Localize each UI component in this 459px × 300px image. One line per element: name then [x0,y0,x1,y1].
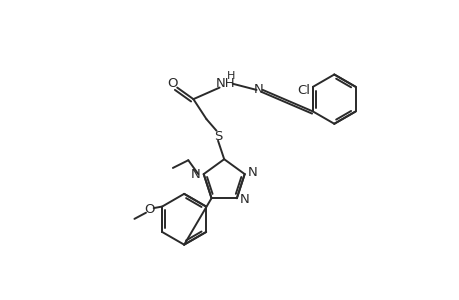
Text: N: N [239,193,249,206]
Text: N: N [190,168,201,181]
Text: O: O [167,77,178,90]
Text: NH: NH [215,77,235,90]
Text: O: O [144,203,155,216]
Text: H: H [226,71,235,81]
Text: N: N [253,83,263,96]
Text: N: N [247,166,257,179]
Text: Cl: Cl [297,84,309,97]
Text: S: S [213,130,222,142]
